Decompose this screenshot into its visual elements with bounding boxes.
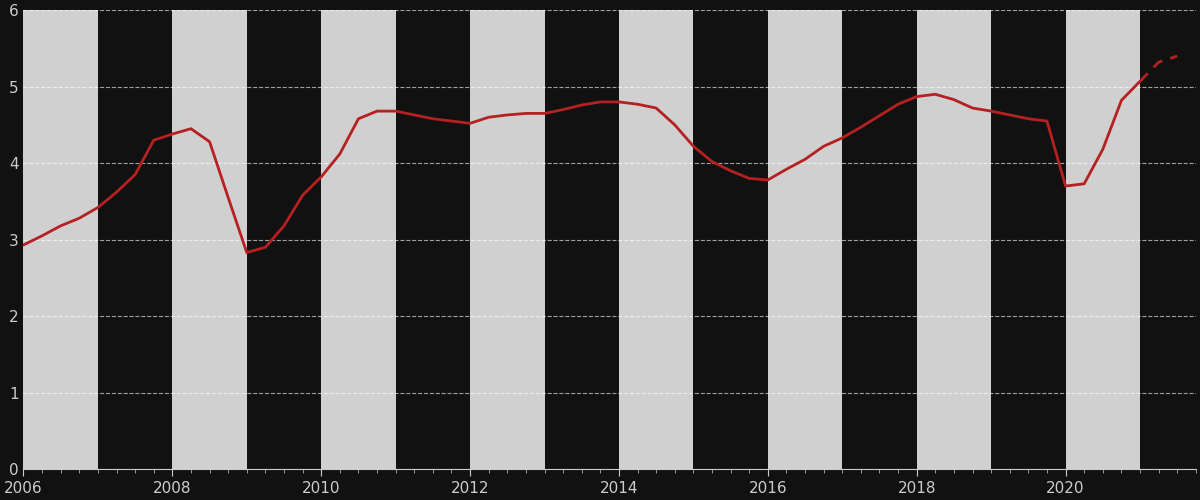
Bar bbox=[842, 10, 917, 469]
Bar bbox=[24, 10, 98, 469]
Bar bbox=[1066, 10, 1140, 469]
Bar bbox=[98, 10, 173, 469]
Bar bbox=[1140, 10, 1200, 469]
Bar bbox=[991, 10, 1066, 469]
Bar bbox=[247, 10, 322, 469]
Bar bbox=[545, 10, 619, 469]
Bar bbox=[173, 10, 247, 469]
Bar bbox=[619, 10, 694, 469]
Bar bbox=[694, 10, 768, 469]
Bar bbox=[768, 10, 842, 469]
Bar bbox=[917, 10, 991, 469]
Bar bbox=[396, 10, 470, 469]
Bar bbox=[322, 10, 396, 469]
Bar bbox=[470, 10, 545, 469]
